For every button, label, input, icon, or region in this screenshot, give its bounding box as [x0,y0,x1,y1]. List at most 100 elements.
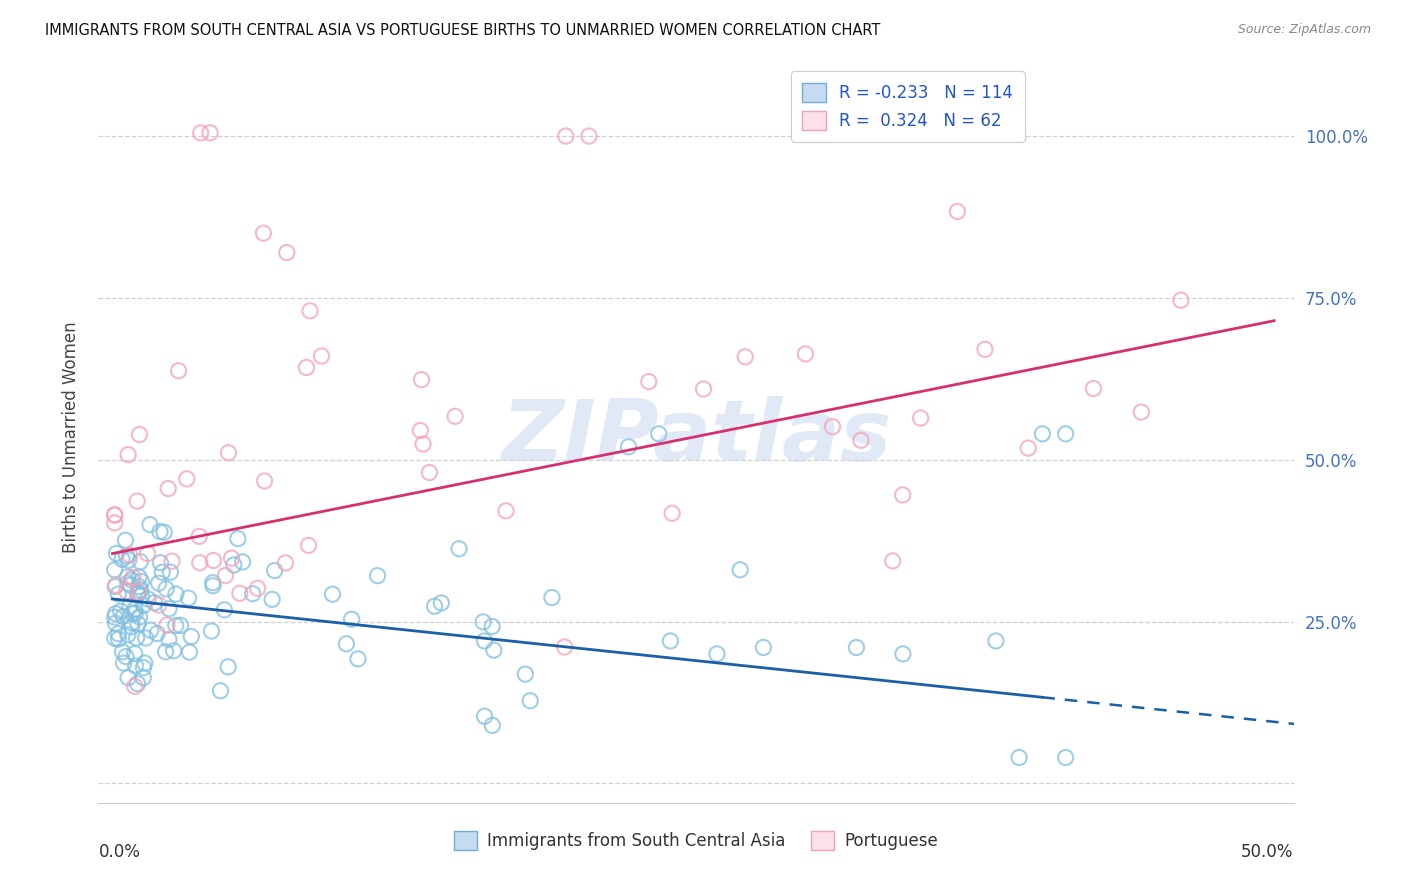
Point [121,620,143,634]
Point [430,596,453,610]
Point [148,576,170,591]
Point [891,488,914,502]
Point [134,656,156,670]
Point [335,637,357,651]
Point [117,576,139,591]
Point [125,631,148,645]
Point [515,667,537,681]
Text: IMMIGRANTS FROM SOUTH CENTRAL ASIA VS PORTUGUESE BIRTHS TO UNMARRIED WOMEN CORRE: IMMIGRANTS FROM SOUTH CENTRAL ASIA VS PO… [45,23,880,38]
Point [946,204,969,219]
Point [127,617,149,632]
Point [169,618,191,632]
Point [104,607,127,621]
Point [648,426,671,441]
Point [554,129,576,144]
Point [297,538,319,552]
Point [412,437,434,451]
Text: Source: ZipAtlas.com: Source: ZipAtlas.com [1237,23,1371,37]
Point [180,630,202,644]
Point [849,434,872,448]
Point [176,472,198,486]
Point [117,671,139,685]
Point [105,546,128,560]
Point [188,556,211,570]
Point [188,529,211,543]
Point [115,584,138,599]
Point [165,587,187,601]
Point [423,599,446,614]
Point [821,419,844,434]
Point [692,382,714,396]
Point [153,525,176,540]
Point [882,554,904,568]
Point [155,582,177,596]
Point [115,549,138,563]
Point [482,643,505,657]
Point [474,709,496,723]
Point [160,554,183,568]
Point [541,591,564,605]
Point [209,683,232,698]
Point [111,645,134,659]
Point [295,360,318,375]
Point [472,615,495,629]
Point [129,582,152,597]
Point [155,645,177,659]
Point [214,603,236,617]
Point [129,555,152,569]
Point [114,533,136,548]
Point [127,494,149,508]
Point [122,570,145,584]
Point [1054,426,1077,441]
Point [190,126,212,140]
Point [706,647,728,661]
Point [728,563,751,577]
Point [495,504,517,518]
Point [132,671,155,685]
Point [1130,405,1153,419]
Point [1170,293,1192,308]
Point [104,508,127,522]
Point [252,226,274,240]
Point [311,349,333,363]
Point [120,578,142,592]
Point [1031,426,1053,441]
Point [110,604,132,618]
Point [146,626,169,640]
Point [112,656,135,670]
Point [117,570,139,584]
Point [127,587,149,601]
Point [347,652,370,666]
Point [118,553,141,567]
Point [124,606,146,620]
Point [177,591,200,606]
Point [157,601,180,615]
Point [232,555,254,569]
Point [481,619,503,633]
Point [910,411,932,425]
Point [124,679,146,693]
Point [128,610,150,624]
Point [229,586,252,600]
Point [120,615,142,630]
Point [167,364,190,378]
Legend: Immigrants from South Central Asia, Portuguese: Immigrants from South Central Asia, Port… [447,824,945,856]
Point [131,588,153,602]
Point [111,552,134,566]
Point [104,580,127,594]
Point [321,587,343,601]
Point [139,624,162,638]
Text: ZIPatlas: ZIPatlas [501,395,891,479]
Point [124,659,146,673]
Point [1083,382,1105,396]
Point [659,634,682,648]
Point [127,676,149,690]
Point [447,541,470,556]
Point [131,574,153,589]
Point [411,373,433,387]
Point [637,375,659,389]
Point [481,718,503,732]
Point [104,578,127,592]
Point [253,474,276,488]
Point [274,556,297,570]
